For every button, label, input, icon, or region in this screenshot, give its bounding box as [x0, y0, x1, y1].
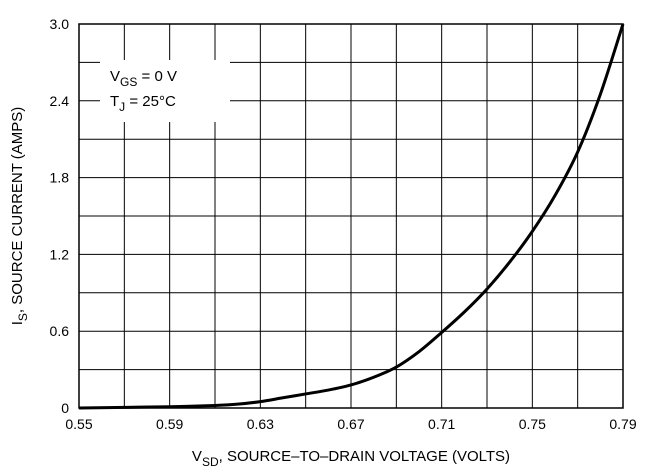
- y-axis-tick-labels: 0 0.6 1.2 1.8 2.4 3.0: [50, 16, 70, 416]
- annotation-rest: = 0 V: [137, 68, 177, 85]
- y-tick-label: 3.0: [50, 16, 70, 32]
- y-tick-label: 1.8: [50, 170, 70, 186]
- x-axis-label-sub: SD: [202, 455, 219, 469]
- x-tick-label: 0.79: [609, 416, 636, 432]
- x-tick-label: 0.67: [337, 416, 364, 432]
- x-tick-label: 0.59: [156, 416, 183, 432]
- annotation-box: [100, 60, 230, 122]
- annotation-rest: = 25°C: [125, 93, 176, 110]
- series-line: [78, 23, 625, 410]
- annotation-sub: GS: [120, 75, 137, 89]
- x-axis-label-main: V: [192, 448, 202, 465]
- y-axis-label-sub: S: [16, 313, 30, 321]
- x-axis-label: VSD, SOURCE–TO–DRAIN VOLTAGE (VOLTS): [192, 448, 510, 469]
- y-tick-label: 2.4: [50, 93, 70, 109]
- y-tick-label: 1.2: [50, 246, 70, 262]
- y-axis-label-main: I: [9, 321, 26, 325]
- x-tick-label: 0.75: [519, 416, 546, 432]
- annotation-main: T: [110, 93, 119, 110]
- y-tick-label: 0: [61, 400, 69, 416]
- annotation-main: V: [110, 68, 120, 85]
- annotation-sub: J: [119, 100, 125, 114]
- x-tick-label: 0.63: [247, 416, 274, 432]
- y-axis-label: IS, SOURCE CURRENT (AMPS): [9, 107, 30, 326]
- x-axis-label-rest: , SOURCE–TO–DRAIN VOLTAGE (VOLTS): [219, 448, 510, 465]
- annotation-text: TJ = 25°C: [110, 93, 176, 114]
- annotation-layer: VGS = 0 V TJ = 25°C: [110, 68, 177, 114]
- plot-frame: [78, 23, 624, 409]
- annotation-text: VGS = 0 V: [110, 68, 177, 89]
- x-tick-label: 0.71: [428, 416, 455, 432]
- y-tick-label: 0.6: [50, 323, 70, 339]
- y-axis-label-rest: , SOURCE CURRENT (AMPS): [9, 107, 26, 313]
- x-tick-label: 0.55: [65, 416, 92, 432]
- x-axis-tick-labels: 0.55 0.59 0.63 0.67 0.71 0.75 0.79: [65, 416, 636, 432]
- curve-layer: [78, 23, 625, 410]
